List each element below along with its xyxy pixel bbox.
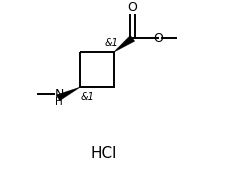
Polygon shape: [114, 35, 135, 52]
Text: &1: &1: [80, 92, 94, 102]
Polygon shape: [57, 87, 80, 101]
Text: O: O: [153, 32, 163, 45]
Text: &1: &1: [104, 38, 118, 48]
Text: N: N: [54, 88, 64, 101]
Text: HCl: HCl: [90, 146, 117, 161]
Text: H: H: [55, 97, 63, 107]
Text: O: O: [128, 1, 138, 14]
